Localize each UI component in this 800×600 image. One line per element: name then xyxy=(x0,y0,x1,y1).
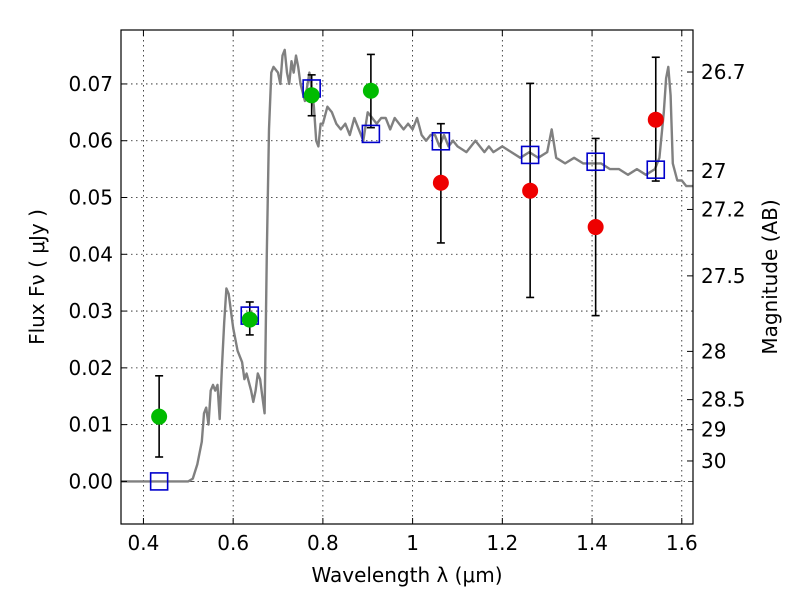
x-tick-label: 1 xyxy=(406,531,419,555)
grid xyxy=(121,30,693,524)
x-tick-label: 0.4 xyxy=(128,531,160,555)
model-band-square xyxy=(586,152,605,172)
plot-frame xyxy=(120,29,694,525)
x-axis-label: Wavelength λ (μm) xyxy=(311,563,502,587)
y2-tick-label: 29 xyxy=(701,418,726,442)
x-tick-label: 1.6 xyxy=(666,531,698,555)
y2-tick-labels: 26.7 27 27.2 27.5 28 28.5 29 30 xyxy=(701,60,746,473)
y2-tick-label: 27 xyxy=(701,159,726,183)
model-band-square xyxy=(520,145,540,165)
nondetection-point xyxy=(522,182,539,199)
y-tick-labels: 0.00 0.01 0.02 0.03 0.04 0.05 0.06 0.07 xyxy=(68,72,113,493)
model-spectrum-layer xyxy=(121,48,693,483)
y2-tick-label: 30 xyxy=(701,449,726,473)
nondetection-point xyxy=(432,174,449,191)
x-tick-label: 1.4 xyxy=(576,531,608,555)
marker-layer xyxy=(149,79,666,491)
model-band-square xyxy=(361,124,381,144)
y-tick-label: 0.05 xyxy=(68,186,113,210)
y-tick-label: 0.01 xyxy=(68,413,113,437)
x-tick-labels: 0.4 0.6 0.8 1 1.2 1.4 1.6 xyxy=(128,531,698,555)
y-tick-label: 0.00 xyxy=(68,469,113,493)
y-tick-label: 0.03 xyxy=(68,299,113,323)
y2-axis-label: Magnitude (AB) xyxy=(758,199,782,354)
y2-tick-label: 27.2 xyxy=(701,197,746,221)
model-band-square xyxy=(646,160,666,179)
model-spectrum-line xyxy=(121,48,693,483)
detection-point xyxy=(151,408,168,425)
y2-tick-label: 27.5 xyxy=(701,264,746,288)
y2-tick-label: 28.5 xyxy=(701,388,746,412)
detection-point xyxy=(303,87,320,104)
y2-tick-label: 28 xyxy=(701,339,726,363)
nondetection-point xyxy=(647,111,664,128)
model-band-square xyxy=(431,131,451,151)
x-tick-label: 0.8 xyxy=(307,531,339,555)
y2-tick-label: 26.7 xyxy=(701,60,746,84)
x-tick-label: 0.6 xyxy=(217,531,249,555)
detection-point xyxy=(241,311,258,328)
nondetection-point xyxy=(587,219,604,236)
detection-point xyxy=(362,82,379,99)
x-tick-label: 1.2 xyxy=(486,531,518,555)
y-tick-label: 0.06 xyxy=(68,129,113,153)
y-tick-label: 0.04 xyxy=(68,242,113,266)
axis-ticks xyxy=(121,30,693,524)
y-tick-label: 0.02 xyxy=(68,356,113,380)
y-axis-label: Flux Fν ( μJy ) xyxy=(25,209,49,345)
model-band-square xyxy=(149,472,169,491)
y-tick-label: 0.07 xyxy=(68,72,113,96)
